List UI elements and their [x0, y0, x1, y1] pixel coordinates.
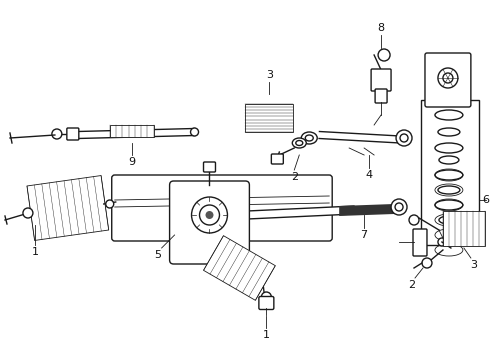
- Circle shape: [400, 134, 408, 142]
- FancyBboxPatch shape: [170, 181, 249, 264]
- Text: 6: 6: [482, 195, 490, 205]
- Ellipse shape: [296, 140, 303, 145]
- FancyBboxPatch shape: [259, 297, 274, 310]
- Circle shape: [396, 130, 412, 146]
- Circle shape: [378, 49, 390, 61]
- Circle shape: [395, 203, 403, 211]
- Text: 3: 3: [266, 70, 273, 80]
- Polygon shape: [78, 129, 195, 139]
- Circle shape: [422, 258, 432, 268]
- Ellipse shape: [438, 128, 460, 136]
- Bar: [203, 236, 275, 300]
- Ellipse shape: [301, 132, 317, 144]
- Circle shape: [438, 238, 446, 246]
- Bar: [421, 100, 479, 245]
- Ellipse shape: [293, 138, 306, 148]
- Circle shape: [23, 208, 33, 218]
- Bar: [245, 104, 294, 132]
- Ellipse shape: [305, 135, 313, 141]
- Text: 4: 4: [366, 170, 373, 180]
- Text: 2: 2: [291, 172, 298, 182]
- FancyBboxPatch shape: [413, 229, 427, 256]
- Ellipse shape: [439, 156, 459, 164]
- Ellipse shape: [435, 143, 463, 153]
- Polygon shape: [247, 206, 354, 219]
- Text: 1: 1: [31, 247, 38, 257]
- FancyBboxPatch shape: [371, 69, 391, 91]
- Circle shape: [192, 197, 227, 233]
- Text: 9: 9: [128, 157, 135, 167]
- Circle shape: [205, 211, 214, 219]
- FancyBboxPatch shape: [112, 175, 332, 241]
- FancyBboxPatch shape: [203, 162, 216, 172]
- Bar: [443, 211, 485, 246]
- Text: 8: 8: [377, 23, 385, 33]
- FancyBboxPatch shape: [425, 53, 471, 107]
- Ellipse shape: [438, 186, 460, 194]
- Circle shape: [443, 73, 453, 83]
- Circle shape: [261, 292, 271, 302]
- Circle shape: [391, 199, 407, 215]
- Ellipse shape: [439, 216, 459, 224]
- FancyBboxPatch shape: [271, 154, 283, 164]
- Circle shape: [106, 200, 114, 208]
- Bar: [27, 176, 109, 240]
- Ellipse shape: [435, 110, 463, 120]
- Text: 5: 5: [154, 250, 161, 260]
- Ellipse shape: [435, 200, 463, 210]
- FancyBboxPatch shape: [67, 128, 79, 140]
- Text: 3: 3: [470, 260, 477, 270]
- FancyBboxPatch shape: [375, 89, 387, 103]
- Circle shape: [191, 128, 198, 136]
- Polygon shape: [339, 204, 394, 216]
- Text: 2: 2: [409, 280, 416, 290]
- Circle shape: [199, 205, 220, 225]
- Circle shape: [409, 215, 419, 225]
- Text: 7: 7: [361, 230, 368, 240]
- Circle shape: [438, 68, 458, 88]
- Ellipse shape: [435, 170, 463, 180]
- Polygon shape: [319, 131, 409, 144]
- Bar: [110, 125, 154, 137]
- Text: 1: 1: [263, 330, 270, 340]
